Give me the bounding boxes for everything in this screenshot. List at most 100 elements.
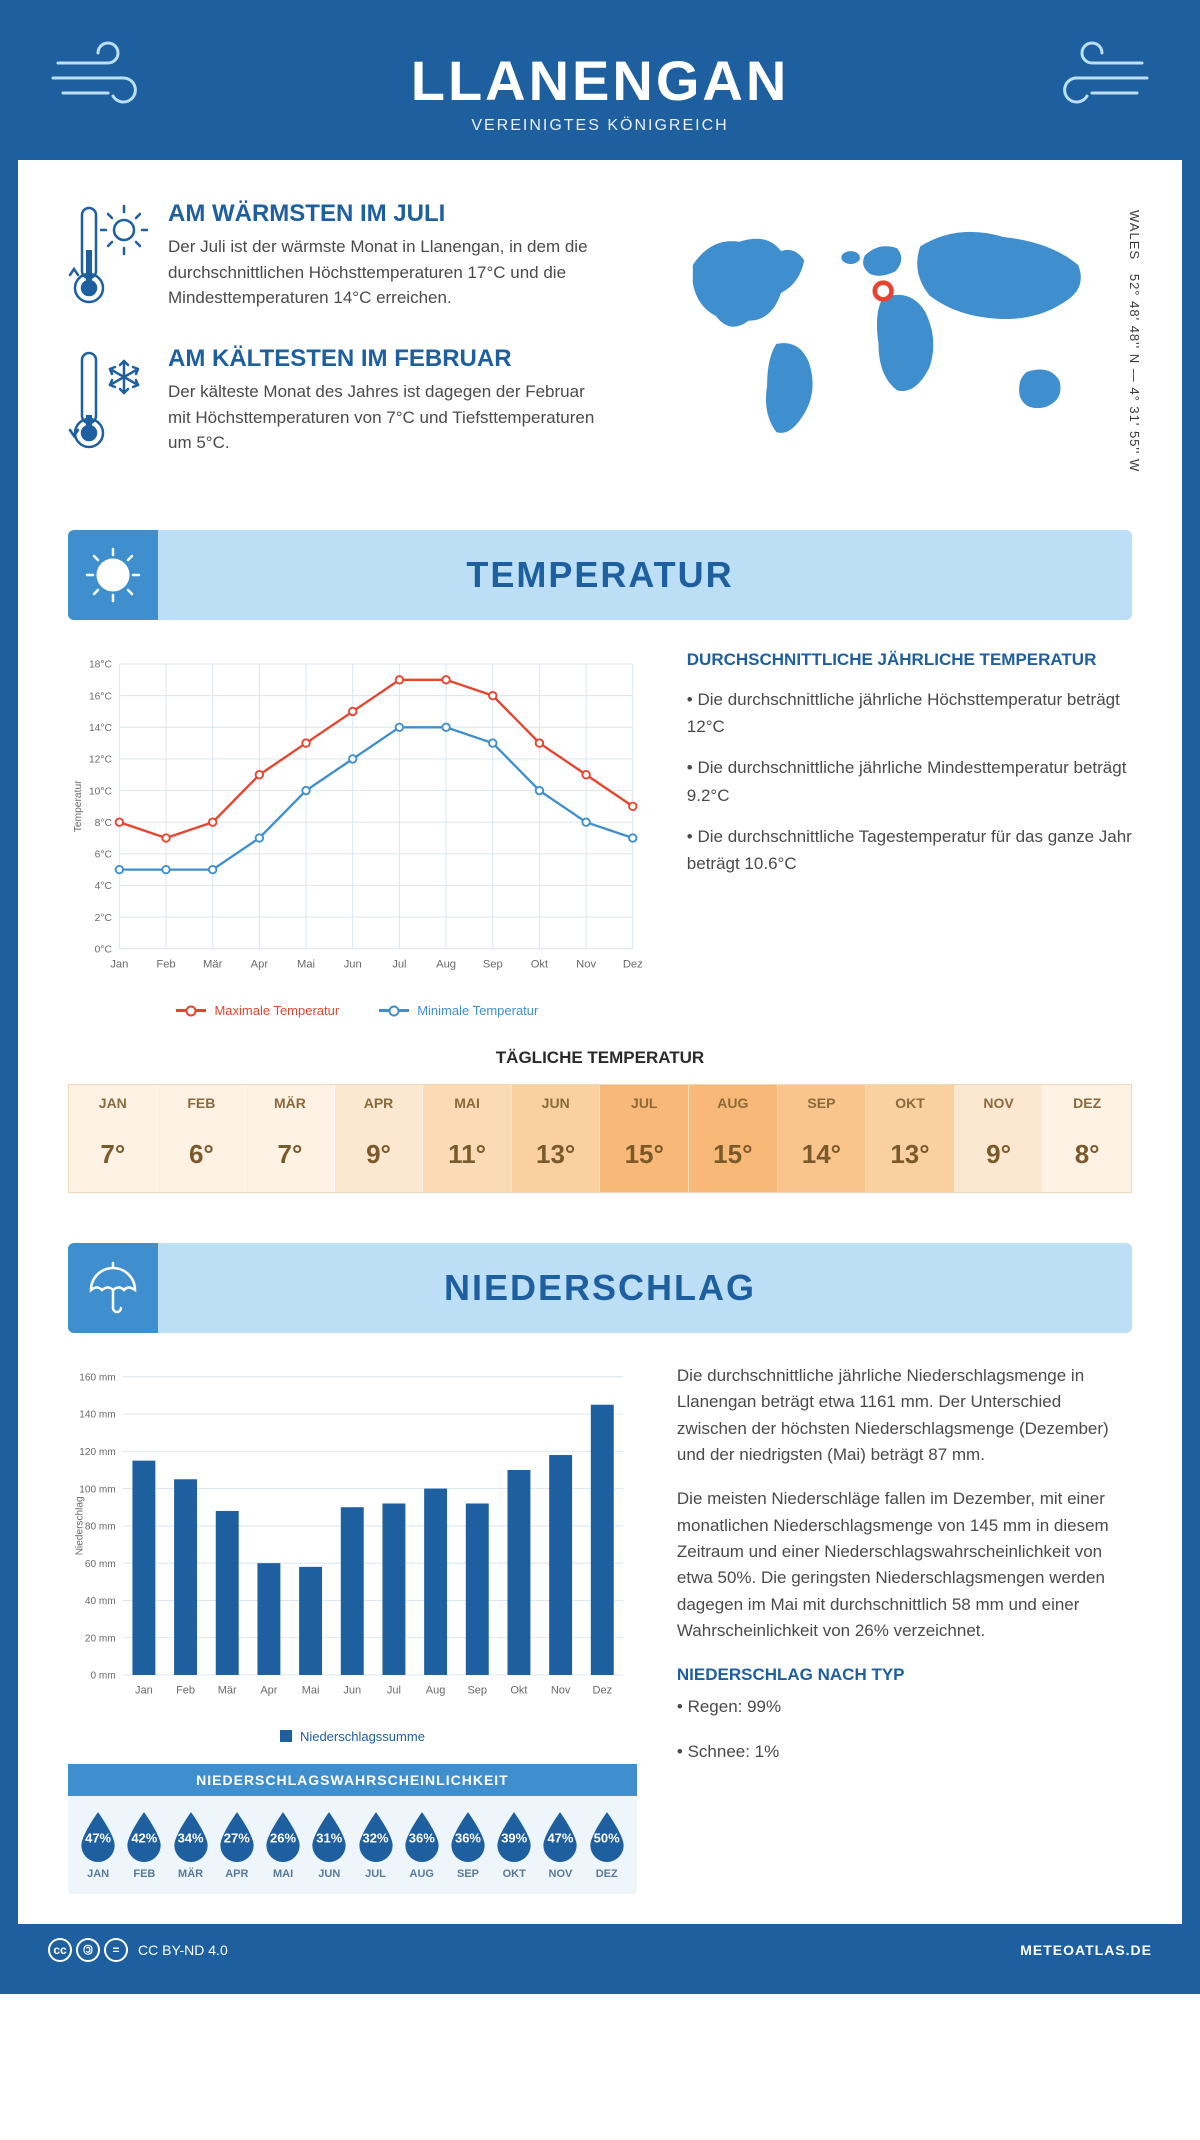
thermometer-snow-icon: [68, 345, 148, 455]
daily-temp-cell: APR9°: [335, 1085, 424, 1192]
svg-text:120 mm: 120 mm: [79, 1447, 115, 1458]
temperature-line-chart: 0°C 2°C 4°C 6°C 8°C 10°C 12°C 14°C 16°C 18°C Jan Fe…: [68, 650, 647, 986]
umbrella-icon: [83, 1258, 143, 1318]
daily-temp-cell: OKT13°: [866, 1085, 955, 1192]
section-title: NIEDERSCHLAG: [98, 1267, 1102, 1309]
fact-warmest: AM WÄRMSTEN IM JULI Der Juli ist der wär…: [68, 200, 604, 315]
thermometer-sun-icon: [68, 200, 148, 310]
svg-text:Dez: Dez: [623, 958, 643, 970]
svg-text:Niederschlag: Niederschlag: [75, 1497, 86, 1556]
svg-text:10°C: 10°C: [89, 786, 113, 797]
probability-cell: 27%APR: [215, 1810, 259, 1880]
world-map: [644, 200, 1132, 460]
wind-icon: [1032, 38, 1152, 118]
svg-text:Jan: Jan: [110, 958, 128, 970]
probability-cell: 36%SEP: [446, 1810, 490, 1880]
fact-coldest: AM KÄLTESTEN IM FEBRUAR Der kälteste Mon…: [68, 345, 604, 460]
svg-text:80 mm: 80 mm: [85, 1522, 116, 1533]
daily-temp-table: JAN7°FEB6°MÄR7°APR9°MAI11°JUN13°JUL15°AU…: [68, 1084, 1132, 1193]
infographic-frame: LLANENGAN VEREINIGTES KÖNIGREICH: [0, 0, 1200, 1994]
svg-text:Mär: Mär: [203, 958, 223, 970]
page-subtitle: VEREINIGTES KÖNIGREICH: [58, 117, 1142, 135]
svg-text:Apr: Apr: [251, 958, 269, 970]
svg-text:6°C: 6°C: [95, 850, 113, 861]
cc-icons: cc 🄯 =: [48, 1938, 128, 1962]
svg-text:Jul: Jul: [392, 958, 406, 970]
svg-text:4°C: 4°C: [95, 881, 113, 892]
svg-text:0 mm: 0 mm: [91, 1671, 116, 1682]
svg-text:Sep: Sep: [483, 958, 503, 970]
probability-cell: 32%JUL: [353, 1810, 397, 1880]
temp-summary-bullets: • Die durchschnittliche jährliche Höchst…: [687, 686, 1132, 877]
header: LLANENGAN VEREINIGTES KÖNIGREICH: [18, 18, 1182, 160]
svg-text:Mai: Mai: [297, 958, 315, 970]
daily-temp-title: TÄGLICHE TEMPERATUR: [68, 1048, 1132, 1068]
daily-temp-cell: DEZ8°: [1043, 1085, 1131, 1192]
daily-temp-cell: MAI11°: [423, 1085, 512, 1192]
precip-chart-legend: Niederschlagssumme: [68, 1729, 637, 1744]
svg-text:Sep: Sep: [467, 1684, 487, 1696]
svg-text:8°C: 8°C: [95, 818, 113, 829]
svg-text:Jun: Jun: [343, 1684, 361, 1696]
svg-text:Feb: Feb: [156, 958, 175, 970]
precip-text-1: Die durchschnittliche jährliche Niedersc…: [677, 1363, 1132, 1468]
section-header-precipitation: NIEDERSCHLAG: [68, 1243, 1132, 1333]
svg-text:Apr: Apr: [260, 1684, 277, 1696]
probability-cell: 26%MAI: [261, 1810, 305, 1880]
svg-text:Temperatur: Temperatur: [73, 780, 84, 832]
svg-text:16°C: 16°C: [89, 691, 113, 702]
section-title: TEMPERATUR: [98, 554, 1102, 596]
probability-cell: 42%FEB: [122, 1810, 166, 1880]
probability-cell: 34%MÄR: [168, 1810, 212, 1880]
daily-temp-cell: MÄR7°: [246, 1085, 335, 1192]
svg-text:14°C: 14°C: [89, 723, 113, 734]
svg-text:Aug: Aug: [426, 1684, 446, 1696]
svg-text:18°C: 18°C: [89, 660, 113, 671]
svg-text:Nov: Nov: [576, 958, 596, 970]
fact-cold-title: AM KÄLTESTEN IM FEBRUAR: [168, 345, 604, 373]
svg-text:100 mm: 100 mm: [79, 1484, 115, 1495]
daily-temp-cell: SEP14°: [778, 1085, 867, 1192]
daily-temp-cell: NOV9°: [955, 1085, 1044, 1192]
daily-temp-cell: FEB6°: [158, 1085, 247, 1192]
svg-text:20 mm: 20 mm: [85, 1633, 116, 1644]
precip-text-2: Die meisten Niederschläge fallen im Deze…: [677, 1486, 1132, 1644]
svg-text:Jun: Jun: [344, 958, 362, 970]
coordinates: WALES 52° 48' 48'' N — 4° 31' 55'' W: [1127, 210, 1142, 472]
svg-text:2°C: 2°C: [95, 913, 113, 924]
svg-text:Okt: Okt: [531, 958, 549, 970]
svg-text:160 mm: 160 mm: [79, 1372, 115, 1383]
site-name: METEOATLAS.DE: [1020, 1942, 1152, 1958]
precipitation-bar-chart: 0 mm20 mm40 mm60 mm80 mm100 mm120 mm140 …: [68, 1363, 637, 1712]
probability-cell: 39%OKT: [492, 1810, 536, 1880]
daily-temp-cell: AUG15°: [689, 1085, 778, 1192]
svg-text:Okt: Okt: [510, 1684, 527, 1696]
probability-cell: 31%JUN: [307, 1810, 351, 1880]
daily-temp-cell: JUN13°: [512, 1085, 601, 1192]
svg-text:Jul: Jul: [387, 1684, 401, 1696]
svg-text:0°C: 0°C: [95, 944, 113, 955]
precip-type-title: NIEDERSCHLAG NACH TYP: [677, 1665, 1132, 1685]
svg-text:Mai: Mai: [302, 1684, 320, 1696]
temp-chart-legend: Maximale Temperatur Minimale Temperatur: [68, 1003, 647, 1018]
fact-warm-title: AM WÄRMSTEN IM JULI: [168, 200, 604, 228]
precipitation-probability: NIEDERSCHLAGSWAHRSCHEINLICHKEIT 47%JAN42…: [68, 1764, 637, 1894]
section-header-temperature: TEMPERATUR: [68, 530, 1132, 620]
svg-text:Jan: Jan: [135, 1684, 153, 1696]
temp-summary-title: DURCHSCHNITTLICHE JÄHRLICHE TEMPERATUR: [687, 650, 1132, 670]
probability-cell: 47%JAN: [76, 1810, 120, 1880]
footer: cc 🄯 = CC BY-ND 4.0 METEOATLAS.DE: [18, 1924, 1182, 1976]
probability-cell: 47%NOV: [538, 1810, 582, 1880]
precip-type-list: • Regen: 99%• Schnee: 1%: [677, 1693, 1132, 1765]
license-label: CC BY-ND 4.0: [138, 1942, 228, 1958]
svg-text:Mär: Mär: [218, 1684, 237, 1696]
svg-text:140 mm: 140 mm: [79, 1410, 115, 1421]
svg-text:60 mm: 60 mm: [85, 1559, 116, 1570]
fact-warm-text: Der Juli ist der wärmste Monat in Llanen…: [168, 234, 604, 311]
wind-icon: [48, 38, 168, 118]
svg-text:12°C: 12°C: [89, 755, 113, 766]
probability-cell: 36%AUG: [400, 1810, 444, 1880]
svg-text:Nov: Nov: [551, 1684, 571, 1696]
daily-temp-cell: JUL15°: [600, 1085, 689, 1192]
svg-text:Feb: Feb: [176, 1684, 195, 1696]
